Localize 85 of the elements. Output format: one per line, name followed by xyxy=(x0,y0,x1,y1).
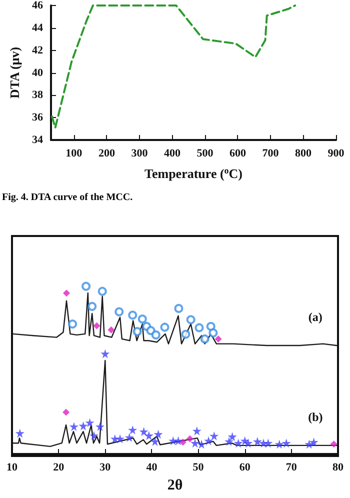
point xyxy=(154,430,163,439)
point xyxy=(194,323,204,332)
point xyxy=(15,428,24,438)
point xyxy=(190,438,200,448)
x-tick-label: 10 xyxy=(6,462,18,474)
point xyxy=(82,282,91,291)
point xyxy=(234,438,243,448)
point xyxy=(85,418,94,428)
point xyxy=(108,326,115,334)
point xyxy=(197,440,206,449)
y-tick-label: 36 xyxy=(32,112,44,124)
point xyxy=(98,286,107,296)
y-tick-label: 46 xyxy=(32,0,44,12)
point xyxy=(160,322,170,332)
caption: Fig. 4. DTA curve of the MCC. xyxy=(2,192,133,203)
point xyxy=(304,440,314,449)
point xyxy=(128,425,138,434)
x-tick-label: 200 xyxy=(98,148,116,160)
y-tick-label: 34 xyxy=(32,134,44,146)
point xyxy=(89,431,98,440)
point xyxy=(200,334,210,344)
point xyxy=(114,307,124,316)
x-tick-label: 20 xyxy=(53,462,65,474)
point xyxy=(168,436,178,446)
point xyxy=(210,431,219,440)
x-tick-label: 70 xyxy=(286,462,298,474)
point xyxy=(78,421,88,430)
point xyxy=(309,438,318,447)
x-tick-label: 100 xyxy=(66,148,83,160)
point xyxy=(144,431,154,440)
point xyxy=(274,440,284,449)
x-tick-label: 80 xyxy=(332,462,344,474)
point xyxy=(244,438,253,448)
point xyxy=(88,302,97,311)
point xyxy=(181,330,190,339)
x-tick-label: 500 xyxy=(196,148,214,160)
point xyxy=(62,408,70,416)
x-tick-label: 400 xyxy=(164,148,181,160)
point xyxy=(206,322,216,331)
point xyxy=(228,432,237,442)
line-series xyxy=(50,4,296,129)
x-tick-label: 700 xyxy=(262,148,280,160)
point xyxy=(93,322,100,330)
x-tick-label: 60 xyxy=(239,462,251,474)
point xyxy=(139,427,148,436)
point xyxy=(69,422,78,431)
x-axis-title: 2θ xyxy=(167,478,183,494)
x-tick-label: 800 xyxy=(294,148,312,160)
x-tick-label: 900 xyxy=(328,148,345,160)
x-tick-label: 600 xyxy=(229,148,246,160)
point xyxy=(252,436,262,446)
point xyxy=(186,435,194,442)
x-tick-label: 50 xyxy=(192,462,204,474)
point xyxy=(204,436,214,446)
point xyxy=(208,328,218,338)
point xyxy=(62,290,70,297)
x-tick-label: 40 xyxy=(146,462,158,474)
point xyxy=(224,436,234,446)
point xyxy=(174,436,183,446)
point xyxy=(138,314,147,324)
point xyxy=(186,315,196,324)
annotation: (a) xyxy=(308,310,322,324)
x-tick-label: 30 xyxy=(100,462,112,474)
y-tick-label: 42 xyxy=(32,44,44,56)
point xyxy=(174,304,184,313)
x-tick-label: 300 xyxy=(131,148,148,160)
point xyxy=(192,426,202,436)
point xyxy=(282,438,291,448)
point xyxy=(330,440,338,448)
point xyxy=(100,349,110,358)
y-tick-label: 38 xyxy=(32,89,44,102)
point xyxy=(68,320,78,329)
point xyxy=(264,438,273,448)
y-tick-label: 44 xyxy=(32,22,44,34)
y-axis-title: DTA (μv) xyxy=(7,46,22,99)
point xyxy=(124,432,134,442)
point xyxy=(132,327,142,336)
point xyxy=(150,436,160,446)
point xyxy=(96,422,105,431)
point xyxy=(214,335,222,342)
annotation: (b) xyxy=(308,410,323,424)
point xyxy=(116,434,125,444)
point xyxy=(151,330,160,340)
point xyxy=(128,310,138,320)
y-tick-label: 40 xyxy=(32,66,44,79)
